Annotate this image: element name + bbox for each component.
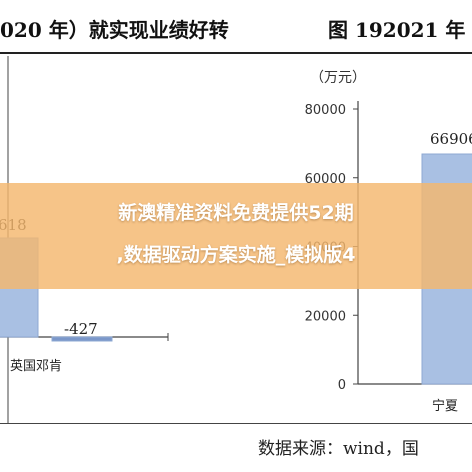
right-y-tick-label-0: 0 <box>338 378 346 393</box>
right-chart-title: 图 192021 年 <box>328 18 466 42</box>
footer-rule <box>0 423 472 424</box>
right-category-label-0: 宁夏 <box>432 398 458 414</box>
header-rule <box>0 52 472 54</box>
promo-banner-text: 新澳精准资料免费提供52期 ,数据驱动方案实施_模拟版4 <box>0 192 472 276</box>
left-bar-data-label-1: -427 <box>64 320 98 338</box>
right-y-tick-label-4: 80000 <box>305 103 346 118</box>
promo-banner <box>0 183 472 289</box>
left-category-label-1: 英国邓肯 <box>10 359 62 374</box>
left-bar-1 <box>51 336 113 342</box>
left-chart-title: 020 年）就实现业绩好转 <box>0 18 229 42</box>
source-note: 数据来源：wind，国 <box>258 439 419 459</box>
banner-line-1: 新澳精准资料免费提供52期 <box>118 202 354 224</box>
right-unit-label: （万元） <box>310 70 366 86</box>
right-y-tick-label-1: 20000 <box>305 309 346 324</box>
right-bar-data-label-0: 66906 <box>430 130 472 148</box>
banner-line-2: ,数据驱动方案实施_模拟版4 <box>116 244 356 266</box>
